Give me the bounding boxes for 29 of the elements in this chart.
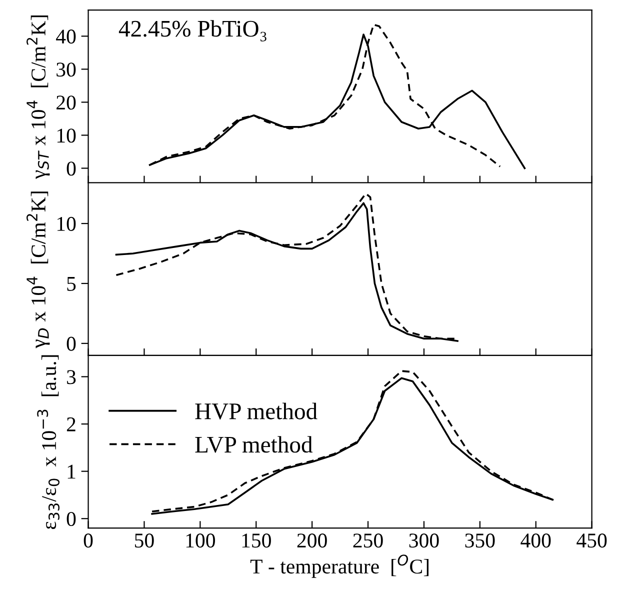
y-tick-label: 0: [66, 336, 76, 351]
x-tick-label: 100: [186, 534, 215, 548]
y-axis-title: γ$_{ST}$ x 10$^{4}$ [C/m$^{2}$K]: [26, 15, 50, 180]
y-tick-label: 40: [56, 30, 76, 44]
x-tick-label: 150: [242, 534, 271, 548]
x-tick-label: 200: [297, 534, 327, 548]
x-tick-label: 50: [135, 534, 154, 548]
y-axis-title: γ$_{D}$ x 10$^{4}$ [C/m$^{2}$K]: [26, 192, 50, 348]
y-tick-label: 3: [67, 370, 76, 384]
x-tick-label: 450: [576, 534, 607, 548]
y-tick-label: 10: [57, 216, 76, 231]
y-axis-title: ε$_{33}$/ε$_{0}$ x 10$^{−3}$ [a.u.]: [37, 355, 60, 530]
y-tick-label: 2: [66, 417, 76, 432]
x-axis-title: T - temperature [$^{O}$C]: [250, 554, 428, 578]
y-tick-label: 1: [68, 464, 76, 479]
legend-label: HVP method: [195, 402, 318, 420]
y-tick-label: 0: [66, 512, 76, 526]
y-tick-label: 30: [56, 62, 76, 77]
y-tick-label: 5: [67, 277, 76, 291]
x-tick-label: 0: [84, 534, 93, 548]
x-tick-label: 300: [409, 534, 439, 548]
x-tick-label: 400: [520, 534, 551, 548]
y-tick-label: 10: [57, 128, 76, 143]
legend-label: LVP method: [195, 436, 313, 453]
y-tick-label: 20: [56, 96, 76, 110]
x-tick-label: 350: [465, 534, 495, 548]
x-tick-label: 250: [353, 534, 383, 548]
annotation: 42.45% PbTiO₃: [118, 20, 266, 42]
y-tick-label: 0: [66, 162, 76, 176]
